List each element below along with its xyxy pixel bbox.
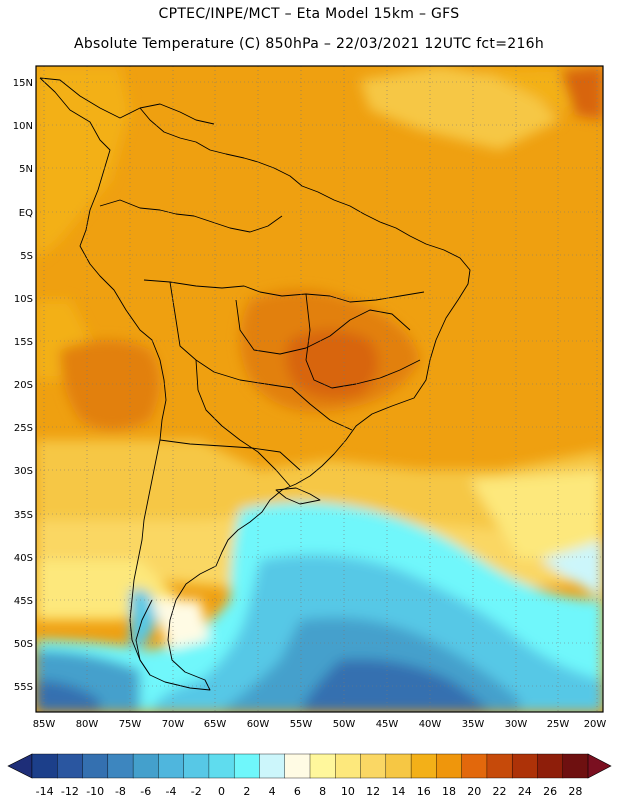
lat-label: 30S bbox=[14, 466, 33, 477]
colorbar-label: -14 bbox=[36, 785, 54, 798]
colorbar-label: 2 bbox=[243, 785, 250, 798]
lon-label: 85W bbox=[33, 719, 56, 730]
lat-label: 15N bbox=[13, 78, 33, 89]
colorbar-cell bbox=[208, 753, 235, 779]
lon-label: 25W bbox=[547, 719, 570, 730]
title-line-2: Absolute Temperature (C) 850hPa – 22/03/… bbox=[73, 36, 545, 52]
lat-label: 5N bbox=[19, 164, 33, 175]
latitude-axis: 15N 10N 5N EQ 5S 10S 15S 20S 25S 30S 35S… bbox=[13, 78, 33, 693]
lon-label: 20W bbox=[584, 719, 607, 730]
colorbar-cell bbox=[461, 753, 488, 779]
lon-label: 55W bbox=[290, 719, 313, 730]
colorbar-label: 16 bbox=[417, 785, 431, 798]
colorbar-label: -2 bbox=[191, 785, 202, 798]
colorbar-min-arrow bbox=[7, 753, 33, 779]
colorbar-cell bbox=[183, 753, 210, 779]
lat-label: 45S bbox=[14, 596, 33, 607]
colorbar-cell bbox=[107, 753, 134, 779]
colorbar-cell bbox=[233, 753, 260, 779]
colorbar-cell bbox=[309, 753, 336, 779]
colorbar-label: 6 bbox=[294, 785, 301, 798]
lat-label: 15S bbox=[14, 337, 33, 348]
title-line-1: CPTEC/INPE/MCT – Eta Model 15km – GFS bbox=[158, 6, 460, 22]
lon-label: 45W bbox=[376, 719, 399, 730]
lat-label: 10N bbox=[13, 121, 33, 132]
lon-label: 50W bbox=[333, 719, 356, 730]
graticule bbox=[36, 66, 603, 712]
colorbar-cells bbox=[31, 753, 589, 779]
lat-label: 20S bbox=[14, 380, 33, 391]
lat-label: 10S bbox=[14, 294, 33, 305]
map-frame bbox=[35, 65, 604, 713]
colorbar-max-arrow bbox=[587, 753, 612, 779]
colorbar-cell bbox=[335, 753, 362, 779]
colorbar-cell bbox=[31, 753, 58, 779]
colorbar-label: 28 bbox=[568, 785, 582, 798]
colorbar-label: -12 bbox=[61, 785, 79, 798]
colorbar-labels: -14 -12 -10 -8 -6 -4 -2 0 2 4 6 8 10 12 14 16 18 20 22 24 26… bbox=[36, 785, 583, 798]
colorbar-label: 22 bbox=[493, 785, 507, 798]
lon-label: 60W bbox=[247, 719, 270, 730]
lon-label: 65W bbox=[204, 719, 227, 730]
lat-label: 55S bbox=[14, 682, 33, 693]
colorbar-cell bbox=[436, 753, 463, 779]
colorbar-cell bbox=[158, 753, 185, 779]
colorbar-cell bbox=[360, 753, 387, 779]
colorbar-label: 26 bbox=[543, 785, 557, 798]
lon-label: 30W bbox=[505, 719, 528, 730]
lon-label: 40W bbox=[419, 719, 442, 730]
lat-label: 5S bbox=[20, 251, 33, 262]
lat-label: 35S bbox=[14, 510, 33, 521]
colorbar-label: -4 bbox=[166, 785, 177, 798]
colorbar-label: -10 bbox=[86, 785, 104, 798]
colorbar-cell bbox=[562, 753, 589, 779]
lat-label: 25S bbox=[14, 423, 33, 434]
lat-label: 40S bbox=[14, 553, 33, 564]
colorbar-label: 4 bbox=[269, 785, 276, 798]
colorbar-label: 20 bbox=[467, 785, 481, 798]
colorbar-label: 8 bbox=[319, 785, 326, 798]
lon-label: 35W bbox=[462, 719, 485, 730]
lon-label: 75W bbox=[119, 719, 142, 730]
colorbar-cell bbox=[57, 753, 84, 779]
colorbar-cell bbox=[486, 753, 513, 779]
lat-label: EQ bbox=[19, 208, 33, 219]
lat-label: 50S bbox=[14, 639, 33, 650]
colorbar-cell bbox=[259, 753, 286, 779]
colorbar-label: -8 bbox=[115, 785, 126, 798]
colorbar-cell bbox=[82, 753, 109, 779]
colorbar-label: 12 bbox=[366, 785, 380, 798]
colorbar: -14 -12 -10 -8 -6 -4 -2 0 2 4 6 8 10 12 14 16 18 20 22 24 26… bbox=[7, 753, 612, 798]
colorbar-label: 14 bbox=[391, 785, 405, 798]
colorbar-cell bbox=[132, 753, 159, 779]
colorbar-label: 10 bbox=[341, 785, 355, 798]
colorbar-cell bbox=[511, 753, 538, 779]
colorbar-label: -6 bbox=[140, 785, 151, 798]
lon-label: 70W bbox=[162, 719, 185, 730]
colorbar-label: 24 bbox=[518, 785, 532, 798]
lon-label: 80W bbox=[76, 719, 99, 730]
colorbar-cell bbox=[284, 753, 311, 779]
colorbar-cell bbox=[537, 753, 564, 779]
colorbar-cell bbox=[385, 753, 412, 779]
coastlines bbox=[39, 77, 471, 691]
colorbar-label: 18 bbox=[442, 785, 456, 798]
longitude-axis: 85W 80W 75W 70W 65W 60W 55W 50W 45W 40W … bbox=[33, 719, 607, 730]
temperature-field bbox=[36, 66, 603, 712]
colorbar-cell bbox=[410, 753, 437, 779]
colorbar-label: 0 bbox=[218, 785, 225, 798]
